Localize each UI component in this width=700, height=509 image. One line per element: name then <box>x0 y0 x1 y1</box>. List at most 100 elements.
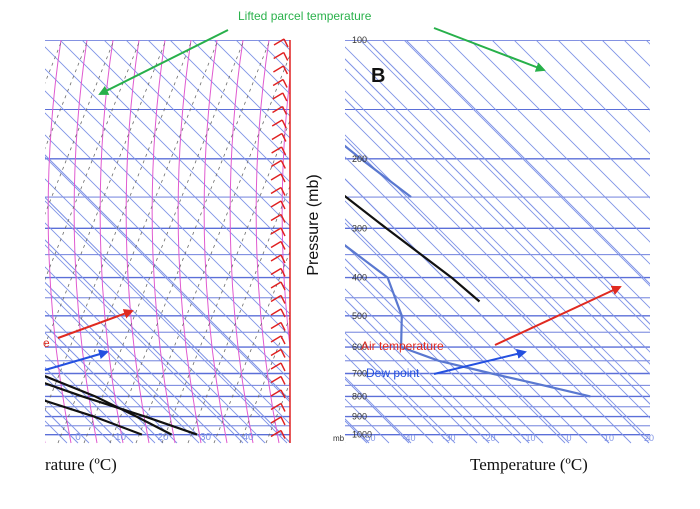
wind-barb <box>270 402 282 411</box>
dry-adiabat <box>412 40 435 443</box>
mixing-ratio-line <box>45 40 115 215</box>
wind-barb <box>280 295 286 304</box>
wind-barb <box>280 254 286 264</box>
dry-adiabat <box>334 40 357 443</box>
adiabat-line <box>403 40 650 287</box>
wind-barb <box>281 106 288 115</box>
wind-barb <box>271 132 283 141</box>
adiabat-line <box>345 134 650 441</box>
mixing-ratio-line <box>83 40 245 444</box>
x-tick-label: 10 <box>115 432 127 443</box>
wind-barb <box>282 79 288 88</box>
isotherm-line <box>45 409 79 444</box>
wind-barb <box>270 375 282 384</box>
wind-barb <box>280 349 286 358</box>
adiabat-line <box>373 23 700 443</box>
isotherm-line <box>345 58 650 365</box>
adiabat-line <box>557 40 650 133</box>
wind-barb <box>280 187 286 196</box>
wind-barb <box>270 416 282 424</box>
adiabat-line <box>345 112 650 419</box>
adiabat-line <box>345 178 610 444</box>
isotherm-line <box>0 40 49 443</box>
wind-barb <box>280 389 286 399</box>
adiabat-line <box>45 134 290 381</box>
wind-barb <box>280 335 286 345</box>
mixing-ratio-line <box>135 54 290 444</box>
adiabat-line <box>345 68 650 375</box>
adiabat-line <box>45 90 290 337</box>
wind-barb <box>270 267 282 276</box>
profile-line <box>345 244 591 398</box>
adiabat-line <box>681 23 700 443</box>
adiabat-line <box>469 40 650 221</box>
wind-barb <box>273 65 284 73</box>
adiabat-line <box>345 156 632 444</box>
adiabat-line <box>615 23 700 443</box>
adiabat-line <box>45 442 46 443</box>
isotherm-line <box>345 258 530 444</box>
wind-barb <box>280 241 286 250</box>
adiabat-line <box>345 90 650 397</box>
wind-barb <box>270 429 282 438</box>
adiabat-line <box>147 40 290 183</box>
dry-adiabat <box>125 40 150 444</box>
wind-barb <box>280 268 286 277</box>
adiabat-line <box>0 23 15 443</box>
adiabat-line <box>425 40 650 265</box>
dry-adiabat <box>490 40 513 443</box>
adiabat-line <box>0 23 191 443</box>
dry-adiabat <box>99 40 124 444</box>
air-temp-arrow-b <box>494 285 622 346</box>
wind-barb <box>270 173 282 181</box>
adiabat-line <box>81 40 290 249</box>
adiabat-line <box>45 398 90 444</box>
wind-barb <box>272 92 284 100</box>
adiabat-line <box>45 266 222 444</box>
adiabat-line <box>45 200 288 444</box>
adiabat-line <box>45 288 200 444</box>
adiabat-line <box>549 23 700 443</box>
wind-barb <box>280 200 286 210</box>
adiabat-line <box>359 40 650 331</box>
mixing-ratio-line <box>0 40 10 443</box>
isotherm-line <box>345 378 410 444</box>
dry-adiabat <box>73 40 98 444</box>
adiabat-line <box>491 40 650 199</box>
pressure-tick-label: 600 <box>352 342 367 352</box>
wind-barb <box>282 65 289 75</box>
pressure-tick-label: 1000 <box>352 430 372 440</box>
adiabat-line <box>0 23 23 443</box>
wind-barb <box>270 294 282 303</box>
wind-barb <box>280 173 286 183</box>
mixing-ratio-line <box>45 40 63 84</box>
adiabat-line <box>345 354 434 444</box>
wind-barb <box>270 254 282 262</box>
adiabat-line <box>257 40 290 73</box>
wind-barb <box>272 105 283 114</box>
adiabat-line <box>103 40 290 227</box>
x-tick-label: -50 <box>362 433 375 443</box>
isotherm-line <box>45 366 121 444</box>
adiabat-line <box>345 200 588 444</box>
profile-line <box>45 399 143 436</box>
dry-adiabat <box>438 40 461 443</box>
x-tick-label: -30 <box>442 433 455 443</box>
mixing-ratio-line <box>187 185 290 444</box>
profile-line <box>345 144 412 198</box>
wind-barb <box>280 214 286 223</box>
adiabat-line <box>125 40 290 205</box>
pressure-tick-label: 400 <box>352 273 367 283</box>
panel-b-y-label: Pressure (mb) <box>305 174 322 275</box>
wind-barb <box>280 403 286 412</box>
dry-adiabat <box>203 40 228 444</box>
wind-barb <box>280 281 286 291</box>
wind-barb <box>280 416 286 426</box>
adiabat-line <box>673 23 700 443</box>
panel-b-title: B <box>371 65 385 87</box>
wind-barb <box>271 119 283 127</box>
mixing-ratio-line <box>161 119 290 444</box>
mixing-ratio-line <box>239 315 290 444</box>
adiabat-line <box>0 23 81 443</box>
adiabat-line <box>447 40 650 243</box>
